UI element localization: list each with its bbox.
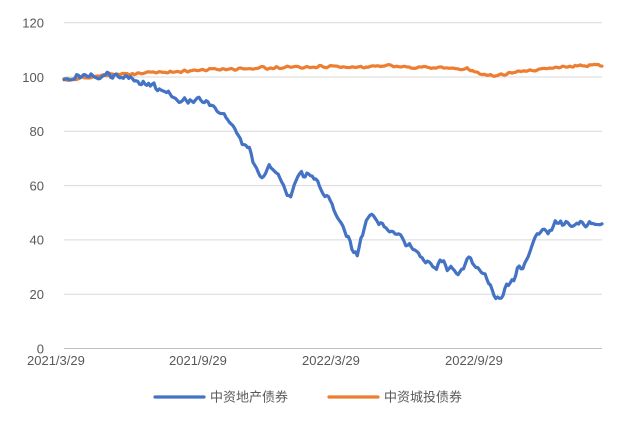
svg-text:120: 120 — [22, 16, 44, 31]
svg-text:100: 100 — [22, 70, 44, 85]
svg-text:2022/3/29: 2022/3/29 — [302, 353, 360, 368]
svg-text:2022/9/29: 2022/9/29 — [445, 353, 503, 368]
svg-text:80: 80 — [30, 124, 44, 139]
svg-text:2021/3/29: 2021/3/29 — [27, 353, 85, 368]
svg-text:40: 40 — [30, 233, 44, 248]
svg-text:2021/9/29: 2021/9/29 — [169, 353, 227, 368]
svg-text:中资城投债券: 中资城投债券 — [384, 390, 462, 405]
svg-text:中资地产债券: 中资地产债券 — [210, 390, 288, 405]
svg-text:60: 60 — [30, 178, 44, 193]
svg-text:20: 20 — [30, 287, 44, 302]
